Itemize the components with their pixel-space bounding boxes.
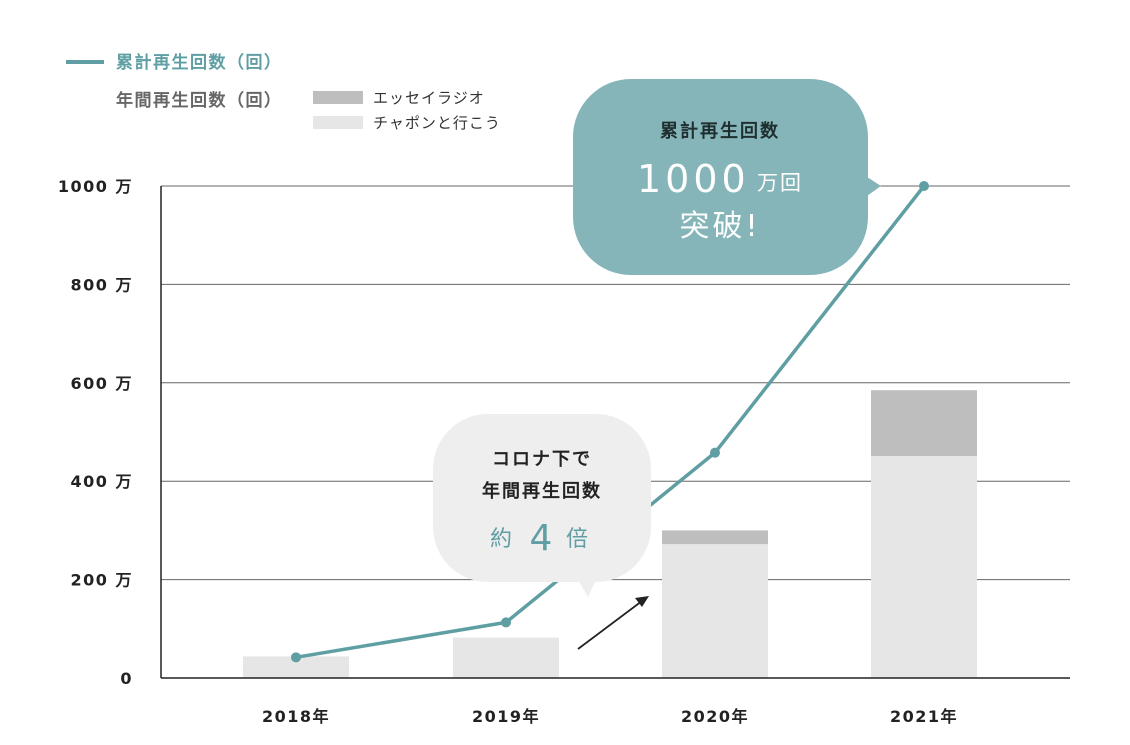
x-tick-label: 2018年	[262, 707, 330, 726]
callout-covid-suffix: 倍	[566, 527, 588, 552]
y-axis-labels: 0 200 万 400 万 600 万 800 万 1000 万	[58, 177, 133, 688]
y-tick-label: 600 万	[71, 374, 133, 393]
legend: 累計再生回数（回） 年間再生回数（回） エッセイラジオ チャポンと行こう	[66, 52, 501, 132]
x-tick-label: 2021年	[890, 707, 958, 726]
callout-covid-line2: 年間再生回数	[482, 480, 602, 502]
callout-bubble-gray	[433, 414, 651, 582]
cumulative-point	[919, 181, 929, 191]
legend-cumulative-label: 累計再生回数（回）	[116, 52, 283, 73]
callout-unit: 万回	[757, 171, 803, 195]
bar-chapon	[243, 656, 349, 678]
callout-covid-prefix: 約	[490, 527, 512, 552]
bar-essay	[662, 530, 768, 545]
cumulative-point	[501, 617, 511, 628]
y-tick-label: 400 万	[71, 472, 133, 491]
bar-chapon	[871, 456, 977, 678]
callout-covid-number: 4	[530, 518, 553, 559]
legend-series-chapon: チャポンと行こう	[373, 114, 501, 132]
callout-title: 累計再生回数	[660, 120, 780, 142]
x-tick-label: 2020年	[681, 707, 749, 726]
y-tick-label: 0	[120, 669, 133, 688]
growth-arrow	[577, 596, 649, 650]
x-axis-labels: 2018年 2019年 2020年 2021年	[262, 707, 958, 726]
cumulative-point	[291, 652, 301, 663]
legend-swatch-essay	[313, 91, 363, 104]
bar-chapon	[662, 544, 768, 678]
callout-breakthrough: 突破!	[679, 209, 760, 244]
legend-swatch-chapon	[313, 116, 363, 129]
y-tick-label: 200 万	[71, 571, 133, 590]
bar-essay	[871, 390, 977, 457]
callout-pointer	[864, 175, 881, 198]
legend-series-essay: エッセイラジオ	[373, 89, 485, 107]
y-tick-label: 1000 万	[58, 177, 133, 196]
callout-pointer-gray	[578, 580, 596, 597]
callout-cumulative: 累計再生回数 1000 万回 突破!	[573, 79, 881, 275]
bars	[243, 390, 977, 678]
y-tick-label: 800 万	[71, 275, 133, 294]
callout-bubble	[573, 79, 868, 275]
bar-chapon	[453, 637, 559, 678]
cumulative-point	[710, 447, 720, 458]
callout-number: 1000	[637, 157, 750, 201]
callout-covid: コロナ下で 年間再生回数 約 4 倍	[433, 414, 651, 597]
legend-annual-label: 年間再生回数（回）	[116, 90, 283, 111]
x-tick-label: 2019年	[472, 707, 540, 726]
callout-covid-line1: コロナ下で	[492, 449, 592, 470]
